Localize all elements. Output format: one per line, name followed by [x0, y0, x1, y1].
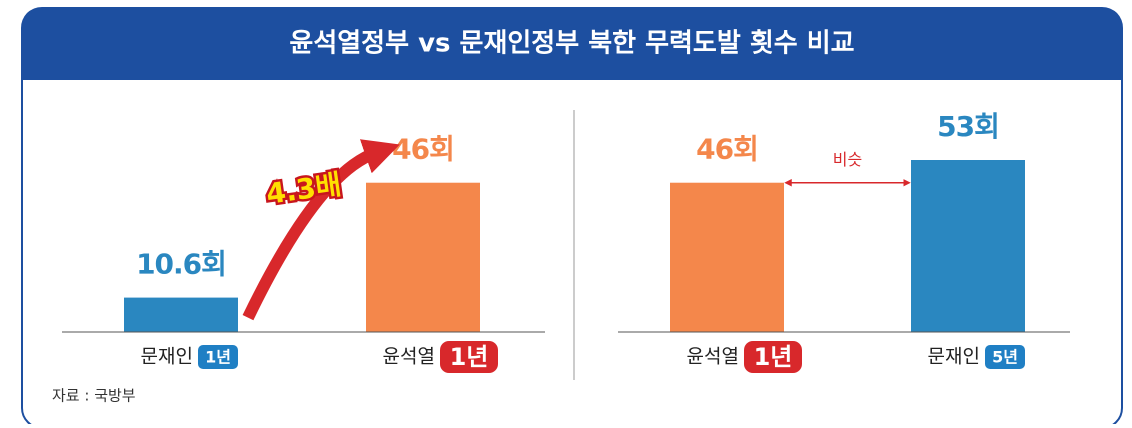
value-label: 46회: [696, 133, 758, 166]
bar: [670, 183, 784, 332]
bar: [124, 298, 238, 332]
badge-label: 1년: [754, 343, 793, 371]
value-label: 46회: [392, 133, 454, 166]
infographic: 윤석열정부 vs 문재인정부 북한 무력도발 횟수 비교 자료 : 국방부 10…: [0, 0, 1132, 424]
badge-label: 1년: [205, 348, 231, 367]
bar: [366, 183, 480, 332]
bar: [911, 160, 1025, 332]
badge-label: 1년: [450, 343, 489, 371]
value-label: 10.6회: [136, 248, 226, 281]
category-label: 윤석열: [383, 346, 435, 368]
annotation: 비슷: [833, 150, 862, 169]
category-label: 문재인: [141, 346, 193, 368]
badge-label: 5년: [992, 348, 1018, 367]
category-label: 문재인: [928, 346, 980, 368]
title: 윤석열정부 vs 문재인정부 북한 무력도발 횟수 비교: [289, 29, 854, 59]
value-label: 53회: [937, 110, 999, 143]
category-label: 윤석열: [687, 346, 739, 368]
source: 자료 : 국방부: [52, 387, 136, 405]
